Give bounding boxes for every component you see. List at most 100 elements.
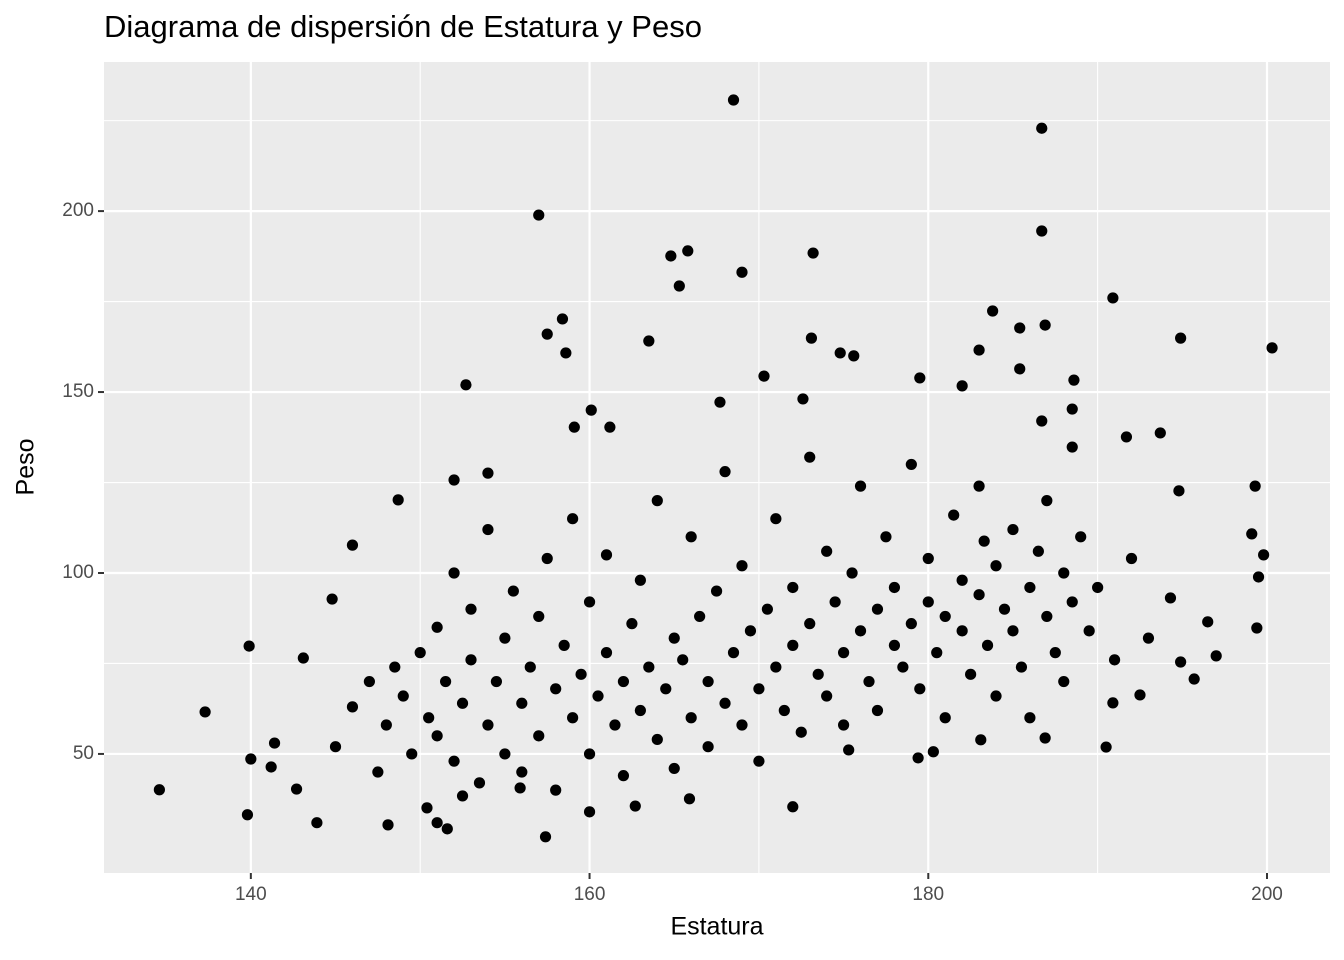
point [1036,225,1048,237]
point [634,574,646,586]
point [363,675,375,688]
point [846,567,858,579]
point [617,675,630,688]
point [609,719,621,731]
point [290,783,303,795]
x-axis-title: Estatura [670,913,763,941]
point [456,790,469,802]
panel [104,62,1330,873]
point [265,761,277,773]
y-tick-label: 200 [62,200,94,221]
point [1066,596,1078,608]
point [643,335,655,347]
point [973,589,985,601]
point [406,748,418,760]
point [1032,545,1044,557]
point [778,704,790,717]
point [787,801,799,813]
point [268,737,281,749]
point [1014,363,1026,375]
point [834,347,846,359]
point [1142,632,1155,644]
point [199,706,211,718]
point [990,690,1002,702]
point [568,421,580,433]
point [770,513,782,525]
point [673,280,685,292]
point [736,266,748,278]
point [1049,647,1061,659]
point [533,209,545,221]
point [423,712,435,724]
point [592,690,604,702]
point [683,793,696,805]
point [1007,625,1019,637]
point [1100,741,1112,753]
point [912,752,924,764]
point [948,509,960,521]
point [600,549,613,561]
point [1007,523,1019,536]
point [1015,661,1028,673]
point [583,748,596,760]
point [1041,495,1053,507]
point [499,632,511,644]
point [382,819,394,831]
point [414,647,426,659]
point [629,800,641,812]
point [1066,403,1078,415]
point [1024,712,1036,724]
point [507,585,519,597]
point [812,668,824,680]
point [668,762,680,775]
point [1251,622,1263,634]
point [490,675,503,688]
point [753,755,765,767]
point [550,683,562,695]
point [1058,675,1070,688]
point [914,372,926,384]
point [499,748,511,760]
point [556,313,569,325]
point [431,730,443,742]
point [421,802,433,814]
point [585,404,597,416]
point [456,697,469,709]
point [998,603,1011,615]
point [797,393,809,405]
point [807,247,819,259]
point [854,625,867,637]
point [931,647,943,659]
point [1107,697,1119,709]
point [682,245,694,257]
point [392,494,404,506]
point [1036,415,1048,427]
point [922,552,934,565]
point [533,730,545,742]
point [854,480,867,492]
point [939,610,951,623]
point [804,451,816,463]
point [978,535,990,547]
point [922,596,934,608]
point [1173,485,1185,497]
point [541,328,553,340]
point [1036,122,1048,134]
point [897,661,909,673]
chart-title: Diagrama de dispersión de Estatura y Pes… [104,9,702,44]
point [1125,552,1138,565]
point [439,675,452,688]
point [448,474,460,486]
point [524,661,536,673]
point [1252,571,1265,583]
point [1188,673,1200,685]
x-tick-label: 140 [235,884,267,905]
point [758,370,770,382]
point [431,817,443,829]
point [927,746,939,758]
y-tick-label: 50 [73,743,94,764]
point [1039,732,1051,744]
point [643,661,655,673]
point [516,697,528,709]
point [516,766,528,778]
